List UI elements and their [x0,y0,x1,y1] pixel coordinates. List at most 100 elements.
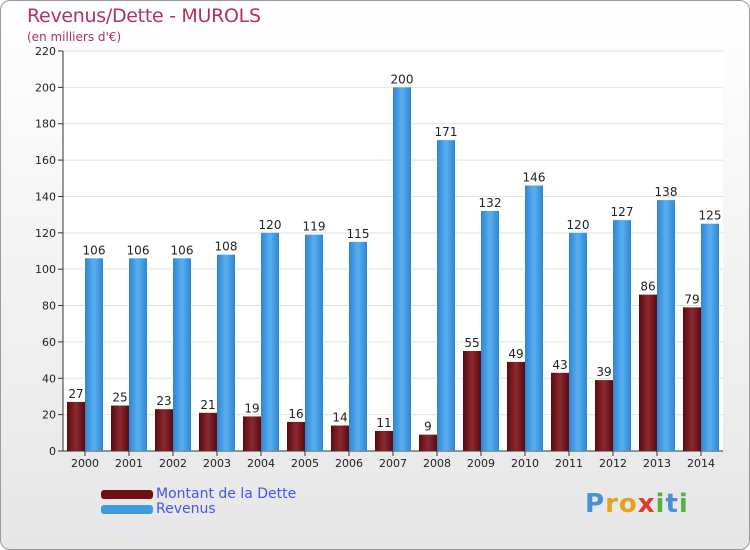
data-label-dette: 86 [640,280,655,294]
x-tick-label: 2005 [291,457,319,470]
data-label-dette: 79 [684,292,699,306]
y-tick-label: 20 [42,409,56,422]
data-label-dette: 43 [552,358,567,372]
legend-swatch-revenus [101,505,153,514]
x-tick-label: 2003 [203,457,231,470]
x-tick-label: 2011 [555,457,583,470]
legend-swatch-dette [101,490,153,499]
x-tick-label: 2009 [467,457,495,470]
y-tick-label: 200 [35,81,56,94]
data-label-dette: 16 [288,407,303,421]
data-label-revenus: 200 [391,72,414,86]
bar-dette [419,434,437,451]
x-tick-label: 2010 [511,457,539,470]
bar-revenus [481,211,499,451]
x-tick-label: 2008 [423,457,451,470]
bar-revenus [305,234,323,451]
bar-dette [331,425,349,451]
logo-letter: x [637,489,656,519]
data-label-revenus: 132 [479,196,502,210]
bar-dette [639,294,657,451]
bar-revenus [613,220,631,451]
bar-revenus [569,232,587,451]
data-label-dette: 11 [376,416,391,430]
data-label-dette: 21 [200,398,215,412]
bar-dette [507,361,525,451]
data-label-dette: 9 [424,420,432,434]
data-label-revenus: 171 [435,125,458,139]
x-tick-label: 2001 [115,457,143,470]
bar-revenus [349,241,367,451]
bar-dette [67,401,85,451]
bar-revenus [261,232,279,451]
bar-dette [111,405,129,451]
bar-dette [243,416,261,451]
data-label-dette: 23 [156,394,171,408]
y-tick-label: 80 [42,300,56,313]
chart-subtitle: (en milliers d'€) [27,30,122,44]
data-label-revenus: 120 [567,218,590,232]
logo-letter: r [605,489,619,519]
bar-revenus [393,87,411,451]
bar-dette [595,380,613,451]
bar-dette [287,421,305,451]
legend-label-dette: Montant de la Dette [156,486,297,502]
y-tick-label: 140 [35,190,56,203]
data-label-revenus: 108 [215,240,238,254]
data-label-revenus: 125 [699,209,722,223]
data-label-dette: 27 [68,387,83,401]
data-label-dette: 55 [464,336,479,350]
x-tick-label: 2004 [247,457,275,470]
x-tick-label: 2000 [71,457,99,470]
bar-revenus [85,258,103,451]
bar-dette [683,307,701,451]
x-tick-label: 2006 [335,457,363,470]
y-tick-label: 120 [35,227,56,240]
logo-letter: i [655,489,666,519]
bar-revenus [217,254,235,451]
data-label-dette: 14 [332,411,347,425]
logo-letter: t [665,489,679,519]
data-label-revenus: 119 [303,220,326,234]
proxiti-logo: Proxiti [585,489,689,519]
data-label-revenus: 115 [347,227,370,241]
y-tick-label: 220 [35,45,56,58]
data-label-dette: 49 [508,347,523,361]
x-tick-label: 2012 [599,457,627,470]
data-label-revenus: 127 [611,205,634,219]
bar-revenus [525,185,543,451]
bar-revenus [129,258,147,451]
x-tick-label: 2014 [687,457,715,470]
bar-revenus [437,140,455,451]
y-tick-label: 180 [35,118,56,131]
data-label-dette: 25 [112,391,127,405]
y-tick-label: 0 [49,445,56,458]
data-label-revenus: 146 [523,171,546,185]
bar-revenus [173,258,191,451]
data-label-dette: 39 [596,365,611,379]
data-label-revenus: 120 [259,218,282,232]
logo-letter: o [618,489,638,519]
y-tick-label: 100 [35,263,56,276]
bar-revenus [701,223,719,451]
data-label-dette: 19 [244,401,259,415]
y-tick-label: 160 [35,154,56,167]
x-tick-label: 2007 [379,457,407,470]
legend-label-revenus: Revenus [156,501,216,517]
bar-dette [155,409,173,451]
bar-revenus [657,200,675,451]
data-label-revenus: 138 [655,185,678,199]
data-label-revenus: 106 [127,243,150,257]
bar-dette [551,372,569,451]
y-tick-label: 40 [42,372,56,385]
y-tick-label: 60 [42,336,56,349]
bar-dette [199,412,217,451]
data-label-revenus: 106 [83,243,106,257]
chart-title: Revenus/Dette - MUROLS [27,5,261,27]
data-label-revenus: 106 [171,243,194,257]
x-tick-label: 2002 [159,457,187,470]
logo-letter: i [678,489,689,519]
bar-dette [463,351,481,451]
